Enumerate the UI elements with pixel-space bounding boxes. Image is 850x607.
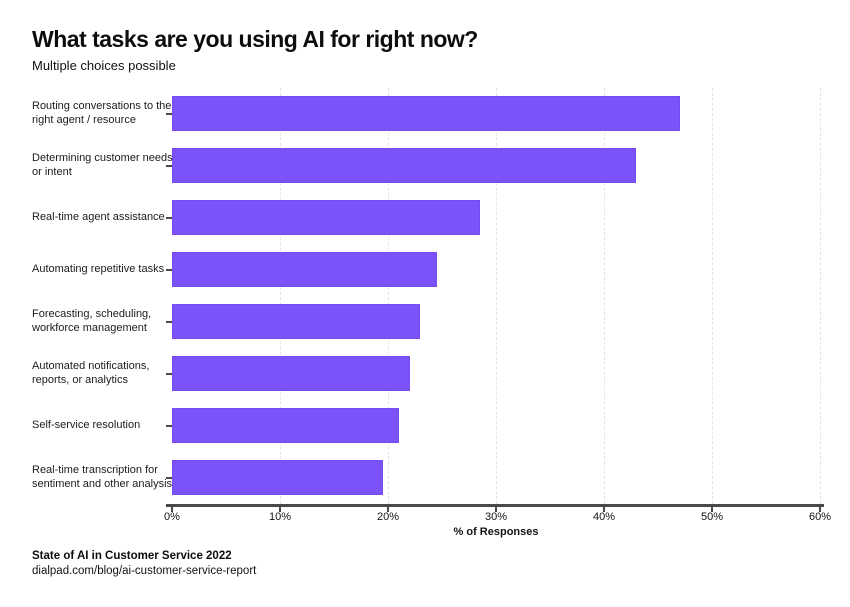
chart-subtitle: Multiple choices possible [32, 58, 176, 73]
y-axis-tick [166, 269, 172, 271]
y-axis-tick [166, 425, 172, 427]
bar-row [166, 400, 820, 452]
gridline-60% [820, 88, 821, 504]
x-axis-tick-mark [495, 507, 497, 512]
gridline-50% [712, 88, 713, 504]
category-label: Routing conversations to the right agent… [32, 100, 172, 126]
x-axis-tick-mark [387, 507, 389, 512]
x-axis-tick-label: 60% [808, 511, 832, 523]
category-label: Determining customer needs or intent [32, 152, 173, 178]
bar-row [166, 452, 820, 504]
x-axis-tick-label: 50% [700, 511, 724, 523]
category-label: Real-time agent assistance [32, 211, 165, 224]
bar-row [166, 192, 820, 244]
gridline-40% [604, 88, 605, 504]
category-label: Real-time transcription for sentiment an… [32, 464, 173, 490]
bar [172, 96, 680, 131]
x-axis-title: % of Responses [453, 526, 539, 538]
bar-row [166, 244, 820, 296]
x-axis-tick-label: 30% [484, 511, 508, 523]
x-axis-tick-label: 40% [592, 511, 616, 523]
source-link: dialpad.com/blog/ai-customer-service-rep… [32, 565, 257, 577]
bar-row [166, 88, 820, 140]
x-axis-tick-mark [711, 507, 713, 512]
y-axis-tick [166, 477, 172, 479]
bar-row [166, 296, 820, 348]
source-caption: State of AI in Customer Service 2022 [32, 550, 232, 562]
y-axis-tick [166, 113, 172, 115]
x-axis-tick-mark [819, 507, 821, 512]
chart-title: What tasks are you using AI for right no… [32, 26, 478, 52]
bar-row [166, 140, 820, 192]
y-axis-tick [166, 165, 172, 167]
x-axis-tick-label: 20% [376, 511, 400, 523]
gridline-30% [496, 88, 497, 504]
category-label: Forecasting, scheduling, workforce manag… [32, 308, 152, 334]
bar [172, 304, 421, 339]
bar [172, 356, 410, 391]
x-axis-tick-mark [279, 507, 281, 512]
bar [172, 252, 437, 287]
bar [172, 148, 637, 183]
x-axis-tick-mark [603, 507, 605, 512]
gridline-20% [388, 88, 389, 504]
x-axis-line [166, 504, 824, 507]
gridline-10% [280, 88, 281, 504]
bar [172, 408, 399, 443]
bar [172, 200, 480, 235]
x-axis-tick-mark [171, 507, 173, 512]
y-axis-tick [166, 321, 172, 323]
y-axis-tick [166, 373, 172, 375]
category-label: Self-service resolution [32, 419, 141, 432]
y-axis-tick [166, 217, 172, 219]
x-axis-tick-label: 10% [268, 511, 292, 523]
category-label: Automated notifications, reports, or ana… [32, 360, 150, 386]
bar-chart-plot-area [166, 88, 821, 504]
x-axis-tick-label: 0% [164, 511, 180, 523]
bar [172, 460, 383, 495]
bar-row [166, 348, 820, 400]
category-label: Automating repetitive tasks [32, 263, 165, 276]
